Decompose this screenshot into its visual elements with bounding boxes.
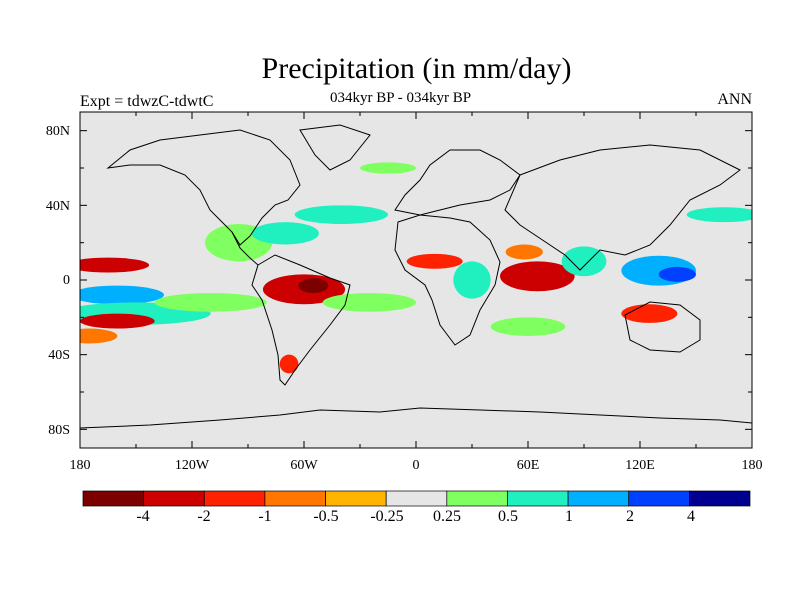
colorbar-swatch [507, 490, 569, 507]
south-atlantic-wet [322, 293, 417, 312]
tropical-pacific-east [154, 293, 267, 312]
coastline-layer [80, 124, 752, 429]
colorbar-label: 4 [687, 508, 695, 525]
lat-label-40s: 40S [48, 348, 70, 363]
colorbar-swatch [446, 490, 508, 507]
colorbar-label: -4 [136, 508, 150, 525]
period-label: 034kyr BP - 034kyr BP [330, 90, 472, 106]
colorbar-label: -0.5 [313, 508, 339, 525]
arabian-sea-dry [505, 244, 543, 260]
lon-label-60e: 60E [516, 458, 540, 473]
colorbar-swatch [689, 490, 751, 507]
colorbar-label: 0.25 [433, 508, 461, 525]
colorbar-swatch [82, 490, 144, 507]
anomaly-layer [80, 162, 752, 374]
itcz-pacific-west [80, 285, 164, 305]
lat-label-80n: 80N [45, 124, 70, 139]
south-pacific-dry-west [80, 328, 118, 344]
lon-label-0: 0 [412, 458, 420, 473]
south-pacific-dry [80, 313, 155, 329]
west-pacific-core-wet [658, 266, 696, 282]
page-title: Precipitation (in mm/day) [261, 52, 572, 85]
north-pacific-storm-track [686, 207, 752, 223]
colorbar-label: 0.5 [498, 508, 518, 525]
europe-coast [394, 149, 521, 216]
lon-label-180w: 180 [69, 458, 91, 473]
africa-coast [394, 214, 501, 346]
colorbar-swatch [264, 490, 326, 507]
patagonia-dry [279, 354, 299, 374]
colorbar-label: 1 [565, 508, 573, 525]
colorbar-swatch [385, 490, 448, 507]
lat-label-40n: 40N [45, 199, 70, 214]
colorbar-swatch [143, 490, 205, 507]
south-america-coast [251, 254, 351, 386]
lat-label-0: 0 [63, 273, 70, 288]
antarctica-coast [80, 407, 752, 429]
amazon-core-dry [298, 278, 329, 294]
central-america-coast [231, 231, 259, 266]
asia-coast [504, 144, 741, 271]
colorbar-swatch [567, 490, 630, 507]
lon-label-60w: 60W [290, 458, 318, 473]
lat-label-80s: 80S [48, 423, 70, 438]
colorbar-swatch [203, 490, 266, 507]
north-atlantic-wet [360, 162, 416, 174]
colorbar [82, 490, 751, 507]
lon-label-120w: 120W [174, 458, 210, 473]
bay-of-bengal-wet [561, 246, 607, 277]
season-label: ANN [717, 91, 752, 108]
lon-label-120e: 120E [625, 458, 655, 473]
experiment-label: Expt = tdwzC-tdwtC [80, 93, 214, 110]
greenland-coast [299, 124, 371, 171]
east-africa-wet [453, 261, 491, 299]
west-africa-dry [406, 253, 463, 269]
colorbar-label: 2 [626, 508, 634, 525]
indian-ocean-dry [499, 261, 575, 292]
colorbar-swatch [325, 490, 387, 507]
lon-label-180e: 180 [741, 458, 763, 473]
caribbean-wet [251, 222, 319, 245]
colorbar-label: -2 [197, 508, 211, 525]
ne-pacific-rain-belt [80, 257, 150, 273]
australia-dry [621, 304, 678, 323]
australia-coast [624, 301, 701, 353]
colorbar-swatch [628, 490, 690, 507]
south-indian-wet [490, 317, 566, 336]
axis-ticks [79, 112, 753, 448]
atlantic-storm-track [294, 205, 389, 225]
north-america-coast [106, 129, 301, 246]
colorbar-label: -1 [258, 508, 272, 525]
colorbar-label: -0.25 [370, 508, 404, 525]
